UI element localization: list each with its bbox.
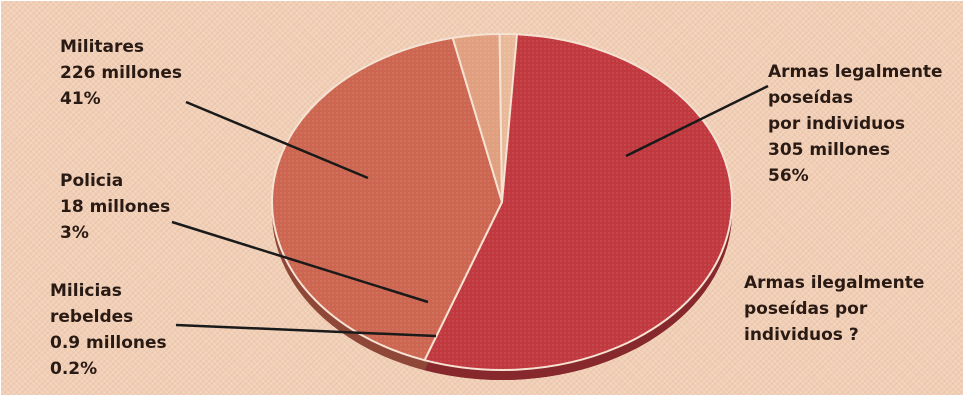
label-armas-legal-line2: poseídas (768, 88, 853, 108)
leader-line-milicias (175, 323, 437, 338)
label-policia-line: Policia (60, 171, 123, 191)
leader-line-armas-legal (625, 84, 769, 158)
label-policia: Policia 18 millones 3% (60, 171, 176, 243)
label-armas-legal-value: 305 millones (768, 140, 890, 160)
label-policia-percent: 3% (60, 223, 89, 243)
pie-slice-texture-2 (452, 34, 502, 203)
label-militares-value: 226 millones (60, 63, 182, 83)
pie-slice-texture-3 (499, 34, 517, 203)
label-militares-line: Militares (60, 37, 144, 57)
label-armas-ilegal: Armas ilegalmente poseídas por individuo… (744, 273, 930, 345)
label-milicias-line2: rebeldes (50, 307, 133, 327)
label-militares-percent: 41% (60, 89, 101, 109)
label-milicias-percent: 0.2% (50, 359, 97, 379)
label-armas-legal-line3: por individuos (768, 114, 905, 134)
label-armas-legal-line1: Armas legalmente (768, 62, 943, 82)
label-armas-ilegal-line1: Armas ilegalmente (744, 273, 924, 293)
leader-line-policia (171, 220, 429, 304)
pie-texture (272, 34, 733, 371)
label-milicias: Milicias rebeldes 0.9 millones 0.2% (50, 281, 173, 379)
leader-line-militares (185, 100, 369, 180)
label-armas-legal: Armas legalmente poseídas por individuos… (768, 62, 949, 186)
label-armas-ilegal-line3: individuos ? (744, 325, 859, 345)
label-milicias-line1: Milicias (50, 281, 122, 301)
label-armas-legal-percent: 56% (768, 166, 809, 186)
label-militares: Militares 226 millones 41% (60, 37, 188, 109)
label-armas-ilegal-line2: poseídas por (744, 299, 868, 319)
label-policia-value: 18 millones (60, 197, 170, 217)
pie-slice-texture-0 (424, 34, 733, 371)
pie-slice-texture-1 (272, 37, 502, 361)
label-milicias-value: 0.9 millones (50, 333, 167, 353)
